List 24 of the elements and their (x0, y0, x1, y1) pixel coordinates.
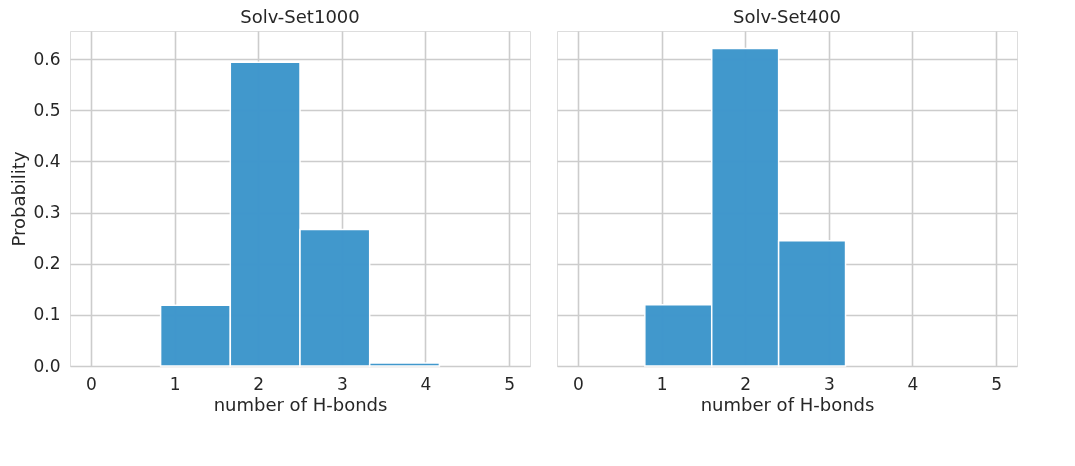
x-tick-label: 0 (573, 373, 584, 394)
x-axis-title: number of H-bonds (700, 393, 875, 415)
y-tick-label: 0.3 (33, 202, 61, 223)
y-tick-label: 0.6 (33, 48, 61, 69)
x-tick-label: 3 (336, 373, 348, 394)
y-tick-label: 0.2 (33, 253, 61, 274)
x-tick-label: 4 (420, 373, 432, 394)
y-tick-label: 0.0 (33, 355, 61, 376)
y-axis-title: Probability (8, 151, 30, 247)
x-tick-label: 2 (253, 373, 265, 394)
y-tick-label: 0.5 (33, 99, 61, 120)
x-tick-label: 1 (656, 373, 668, 394)
x-tick-label: 5 (991, 373, 1003, 394)
x-tick-label: 0 (86, 373, 97, 394)
x-tick-label: 1 (169, 373, 181, 394)
x-axis-title: number of H-bonds (213, 393, 388, 415)
x-tick-label: 2 (740, 373, 752, 394)
chart-title: Solv-Set400 (732, 6, 842, 27)
x-tick-label: 3 (823, 373, 835, 394)
x-tick-label: 4 (907, 373, 919, 394)
x-tick-label: 5 (504, 373, 516, 394)
y-tick-label: 0.4 (33, 150, 61, 171)
chart-title: Solv-Set1000 (240, 6, 360, 27)
y-tick-label: 0.1 (33, 304, 61, 325)
